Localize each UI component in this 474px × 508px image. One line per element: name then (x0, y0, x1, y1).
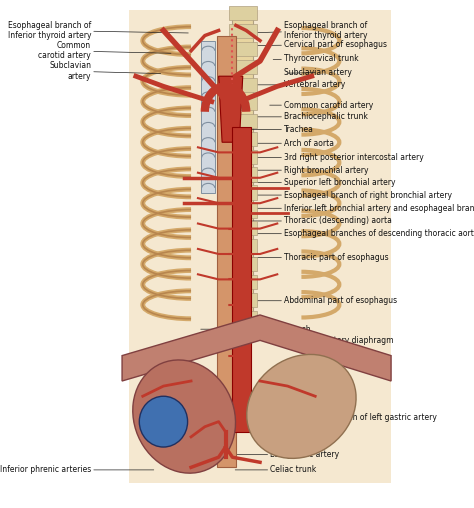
Bar (201, 41, 215, 193)
Text: Stomach: Stomach (201, 325, 311, 334)
Text: Esophageal branch of
Inferior thyroid artery: Esophageal branch of Inferior thyroid ar… (8, 21, 188, 40)
Bar (229, 221, 256, 236)
Text: Inferior left bronchial artery and esophageal branch: Inferior left bronchial artery and esoph… (253, 204, 474, 213)
Polygon shape (129, 10, 391, 483)
Bar (229, 78, 256, 92)
Text: Right bronchial artery: Right bronchial artery (253, 166, 369, 175)
Bar (229, 185, 256, 200)
Bar (229, 42, 256, 56)
Text: Esophageal branch of
Inferior thyroid artery: Esophageal branch of Inferior thyroid ar… (249, 21, 368, 40)
Bar (229, 6, 256, 20)
Polygon shape (219, 76, 243, 142)
Polygon shape (122, 315, 391, 381)
Text: Arch of aorta: Arch of aorta (242, 139, 334, 148)
Bar (229, 203, 256, 217)
Text: Thoracic (descending) aorta: Thoracic (descending) aorta (253, 216, 392, 226)
Text: Esophageal branches of descending thoracic aorta: Esophageal branches of descending thorac… (242, 229, 474, 238)
Text: Brachiocephalic trunk: Brachiocephalic trunk (235, 112, 368, 121)
Text: Thoracic part of esophagus: Thoracic part of esophagus (228, 253, 389, 262)
Bar (232, 127, 251, 432)
Text: Inferior phrenic arteries: Inferior phrenic arteries (0, 465, 154, 474)
Bar (229, 149, 256, 164)
Bar (229, 293, 256, 307)
Text: Celiac trunk: Celiac trunk (235, 465, 317, 474)
Text: Subclavian
artery: Subclavian artery (49, 61, 161, 81)
Text: Respiratory diaphragm: Respiratory diaphragm (301, 336, 393, 345)
Bar (217, 36, 236, 467)
Text: Superior left bronchial artery: Superior left bronchial artery (249, 178, 396, 187)
Text: Subclavian artery: Subclavian artery (284, 68, 352, 77)
Text: Left gastric artery: Left gastric artery (221, 450, 339, 459)
Bar (229, 24, 256, 38)
Bar (229, 96, 256, 110)
Bar (229, 239, 256, 253)
Bar (229, 311, 256, 325)
Text: 3rd right posterior intercostal artery: 3rd right posterior intercostal artery (253, 153, 424, 162)
Text: Thyrocervical trunk: Thyrocervical trunk (273, 54, 359, 64)
Bar (229, 114, 256, 128)
Text: Common
carotid artery: Common carotid artery (38, 41, 171, 60)
Text: Trachea: Trachea (218, 125, 314, 134)
Bar (229, 132, 256, 146)
Bar (229, 60, 256, 74)
Text: Esophageal branch of left gastric artery: Esophageal branch of left gastric artery (242, 413, 437, 422)
Text: Vertebral artery: Vertebral artery (242, 80, 346, 89)
Text: Common carotid artery: Common carotid artery (270, 101, 374, 110)
Bar (229, 275, 256, 289)
Bar (229, 257, 256, 271)
Text: Cervical part of esophagus: Cervical part of esophagus (235, 40, 387, 49)
Bar (232, 15, 253, 330)
Ellipse shape (139, 396, 188, 447)
Bar (229, 168, 256, 182)
Text: Abdominal part of esophagus: Abdominal part of esophagus (228, 296, 397, 305)
Ellipse shape (133, 360, 236, 473)
Ellipse shape (247, 355, 356, 458)
Text: Esophageal branch of right bronchial artery: Esophageal branch of right bronchial art… (249, 190, 452, 200)
